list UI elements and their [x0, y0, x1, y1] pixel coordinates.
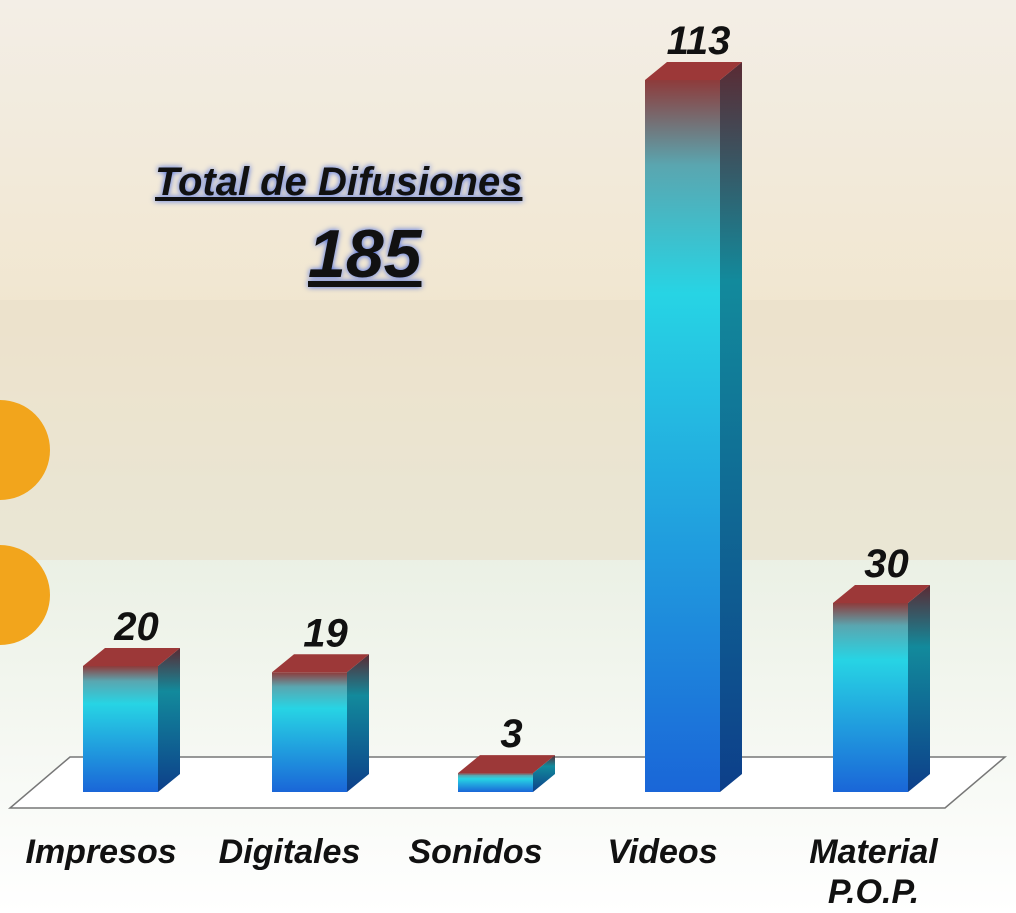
- value-label: 113: [667, 19, 731, 63]
- background-band: [0, 300, 1016, 560]
- bar-side: [720, 62, 742, 792]
- bar: [272, 672, 347, 792]
- bar-side: [158, 648, 180, 792]
- bar: [458, 773, 533, 792]
- bar-side: [908, 585, 930, 792]
- page: 20 19 3 113 30 Total de Difusiones 185 Impre…: [0, 0, 1016, 913]
- bar: [645, 80, 720, 792]
- chart-title: Total de Difusiones: [155, 160, 522, 205]
- bar-side: [347, 654, 369, 792]
- x-tick-label: Digitales: [215, 832, 365, 872]
- chart-subtitle: 185: [308, 215, 421, 293]
- x-tick-label: Videos: [588, 832, 738, 872]
- x-tick-label: Impresos: [26, 832, 176, 872]
- value-label: 20: [113, 605, 159, 649]
- bar: [833, 603, 908, 792]
- value-label: 30: [864, 542, 909, 586]
- x-tick-label: Sonidos: [401, 832, 551, 872]
- bar: [83, 666, 158, 792]
- value-label: 19: [303, 611, 348, 655]
- value-label: 3: [500, 712, 522, 756]
- chart: 20 19 3 113 30: [0, 0, 1016, 913]
- x-tick-label: Material P.O.P.: [799, 832, 949, 912]
